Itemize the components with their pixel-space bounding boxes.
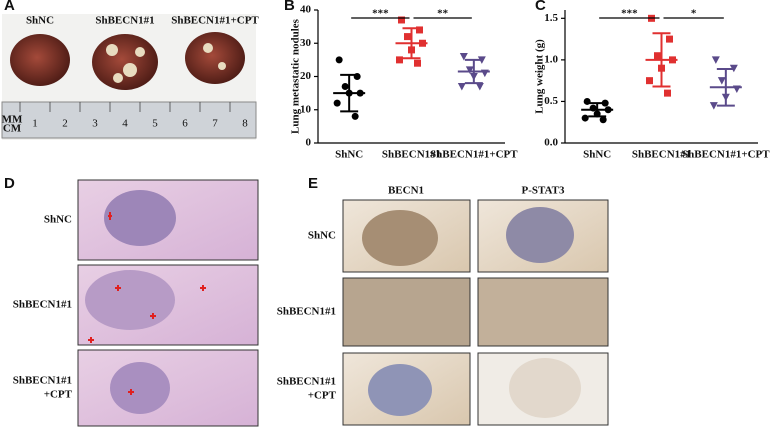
point: [465, 66, 474, 74]
ruler-number: 2: [62, 118, 68, 130]
y-axis-label: Lung weight (g): [534, 39, 546, 114]
y-axis-label: Lung metastatic nodules: [290, 18, 302, 134]
point: [457, 82, 466, 91]
panel-letter: D: [4, 175, 15, 192]
y-tick-label: 1.0: [544, 53, 558, 65]
x-tick-label: ShBECN1#1+CPT: [682, 149, 770, 161]
panel-letter: B: [284, 0, 295, 14]
row-label: +CPT: [44, 389, 73, 401]
ruler-number: 6: [182, 118, 188, 130]
point: [341, 82, 349, 90]
panel-letter: A: [4, 0, 15, 14]
significance-label: ***: [372, 8, 389, 20]
point: [654, 52, 661, 60]
point: [404, 33, 411, 41]
point: [335, 56, 343, 64]
y-tick-label: 1.5: [544, 12, 558, 24]
panel-letter: C: [535, 0, 546, 14]
row-label: ShBECN1#1: [13, 299, 72, 311]
group-label: ShBECN1#1: [95, 15, 154, 27]
row-label: ShNC: [308, 230, 336, 242]
point: [666, 35, 673, 43]
point: [333, 99, 341, 107]
significance-label: *: [691, 8, 697, 20]
group-label: ShNC: [26, 15, 54, 27]
point: [581, 114, 589, 122]
x-tick-label: ShNC: [583, 149, 611, 161]
row-label: ShBECN1#1: [277, 306, 336, 318]
ruler-number: 8: [242, 118, 248, 130]
row-label: +CPT: [308, 390, 337, 402]
x-tick-label: ShBECN1#1: [382, 149, 441, 161]
point: [475, 82, 484, 91]
y-tick-label: 10: [300, 103, 312, 115]
y-tick-label: 30: [300, 37, 312, 49]
ruler-unit: CM: [3, 123, 22, 135]
ruler-number: 3: [92, 118, 98, 130]
row-label: ShBECN1#1: [277, 376, 336, 388]
point: [646, 77, 653, 85]
y-tick-label: 0.0: [544, 137, 558, 149]
photo-a: [1, 14, 257, 140]
histology-images: [77, 179, 609, 427]
row-label: ShBECN1#1: [13, 375, 72, 387]
point: [398, 16, 405, 24]
ruler-unit: MM: [2, 114, 23, 126]
ruler-number: 4: [122, 118, 128, 130]
point: [711, 56, 720, 64]
x-tick-label: ShBECN1#1: [632, 149, 691, 161]
ruler-number: 1: [32, 118, 38, 130]
significance-label: ***: [621, 8, 638, 20]
significance-label: **: [437, 8, 449, 20]
x-tick-label: ShNC: [335, 149, 363, 161]
group-label: ShBECN1#1+CPT: [171, 15, 259, 27]
x-tick-label: ShBECN1#1+CPT: [430, 149, 518, 161]
column-label: BECN1: [388, 185, 424, 197]
y-tick-label: 0.5: [544, 95, 558, 107]
row-label: ShNC: [44, 214, 72, 226]
y-tick-label: 20: [300, 70, 312, 82]
point: [459, 53, 468, 61]
y-tick-label: 0: [306, 137, 312, 149]
ruler-number: 5: [152, 118, 158, 130]
point: [709, 102, 718, 110]
column-label: P-STAT3: [522, 185, 565, 197]
point: [416, 26, 423, 34]
point: [396, 56, 403, 64]
point: [414, 59, 421, 67]
point: [351, 112, 359, 120]
point: [717, 77, 726, 85]
ruler-number: 7: [212, 118, 218, 130]
y-tick-label: 40: [300, 4, 312, 16]
panel-letter: E: [308, 175, 318, 192]
point: [599, 116, 607, 124]
point: [664, 89, 671, 97]
